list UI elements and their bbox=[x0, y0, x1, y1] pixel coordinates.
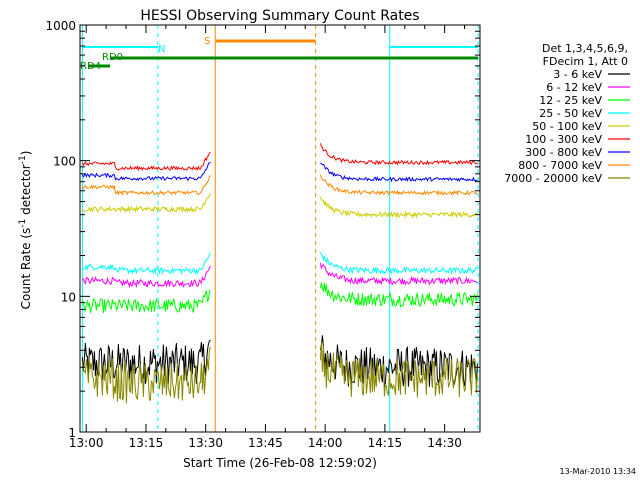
x-tick-label: 14:00 bbox=[308, 436, 343, 450]
x-tick-label: 13:00 bbox=[69, 436, 104, 450]
x-tick-label: 13:30 bbox=[188, 436, 223, 450]
legend-label: 3 - 6 keV bbox=[553, 68, 602, 81]
series-line-2 bbox=[81, 282, 478, 313]
series-line-4 bbox=[81, 193, 478, 219]
series-line-1 bbox=[81, 262, 478, 289]
legend-label: 100 - 300 keV bbox=[525, 133, 602, 146]
legend-label: 6 - 12 keV bbox=[546, 81, 602, 94]
y-tick-label: 10 bbox=[61, 290, 76, 304]
series-line-7 bbox=[81, 174, 478, 197]
annotation-s: S bbox=[204, 36, 210, 47]
series-line-0 bbox=[81, 335, 478, 387]
series-line-5 bbox=[81, 143, 478, 172]
annotation-n: N bbox=[158, 44, 165, 55]
legend-label: 50 - 100 keV bbox=[532, 120, 602, 133]
legend-header: FDecim 1, Att 0 bbox=[543, 55, 628, 68]
annotation-rd0: RD0 bbox=[102, 52, 123, 63]
legend: Det 1,3,4,5,6,9,FDecim 1, Att 03 - 6 keV… bbox=[504, 42, 630, 185]
x-tick-label: 13:45 bbox=[248, 436, 283, 450]
footer-timestamp: 13-Mar-2010 13:34 bbox=[560, 467, 637, 476]
legend-header: Det 1,3,4,5,6,9, bbox=[542, 42, 628, 55]
x-axis-label: Start Time (26-Feb-08 12:59:02) bbox=[183, 456, 377, 470]
series-line-6 bbox=[81, 161, 478, 183]
series-line-3 bbox=[82, 252, 478, 276]
legend-label: 300 - 800 keV bbox=[525, 146, 602, 159]
y-tick-label: 100 bbox=[53, 155, 76, 169]
x-tick-label: 14:15 bbox=[368, 436, 403, 450]
annotation-rd4: RD4 bbox=[80, 61, 101, 72]
legend-label: 800 - 7000 keV bbox=[518, 159, 602, 172]
y-tick-label: 1 bbox=[68, 426, 76, 440]
x-tick-label: 14:30 bbox=[427, 436, 462, 450]
legend-label: 7000 - 20000 keV bbox=[504, 172, 602, 185]
legend-label: 25 - 50 keV bbox=[539, 107, 602, 120]
legend-label: 12 - 25 keV bbox=[539, 94, 602, 107]
y-axis-label: Count Rate (s-1 detector-1) bbox=[18, 151, 33, 310]
y-tick-label: 1000 bbox=[45, 19, 76, 33]
series-line-8 bbox=[81, 341, 478, 404]
x-tick-label: 13:15 bbox=[129, 436, 164, 450]
plot-frame bbox=[79, 24, 481, 433]
chart-title: HESSI Observing Summary Count Rates bbox=[140, 8, 419, 24]
axes: 1 10 100 1000 13:00 13:15 13:30 13:45 14:00 14:15… bbox=[45, 19, 481, 450]
